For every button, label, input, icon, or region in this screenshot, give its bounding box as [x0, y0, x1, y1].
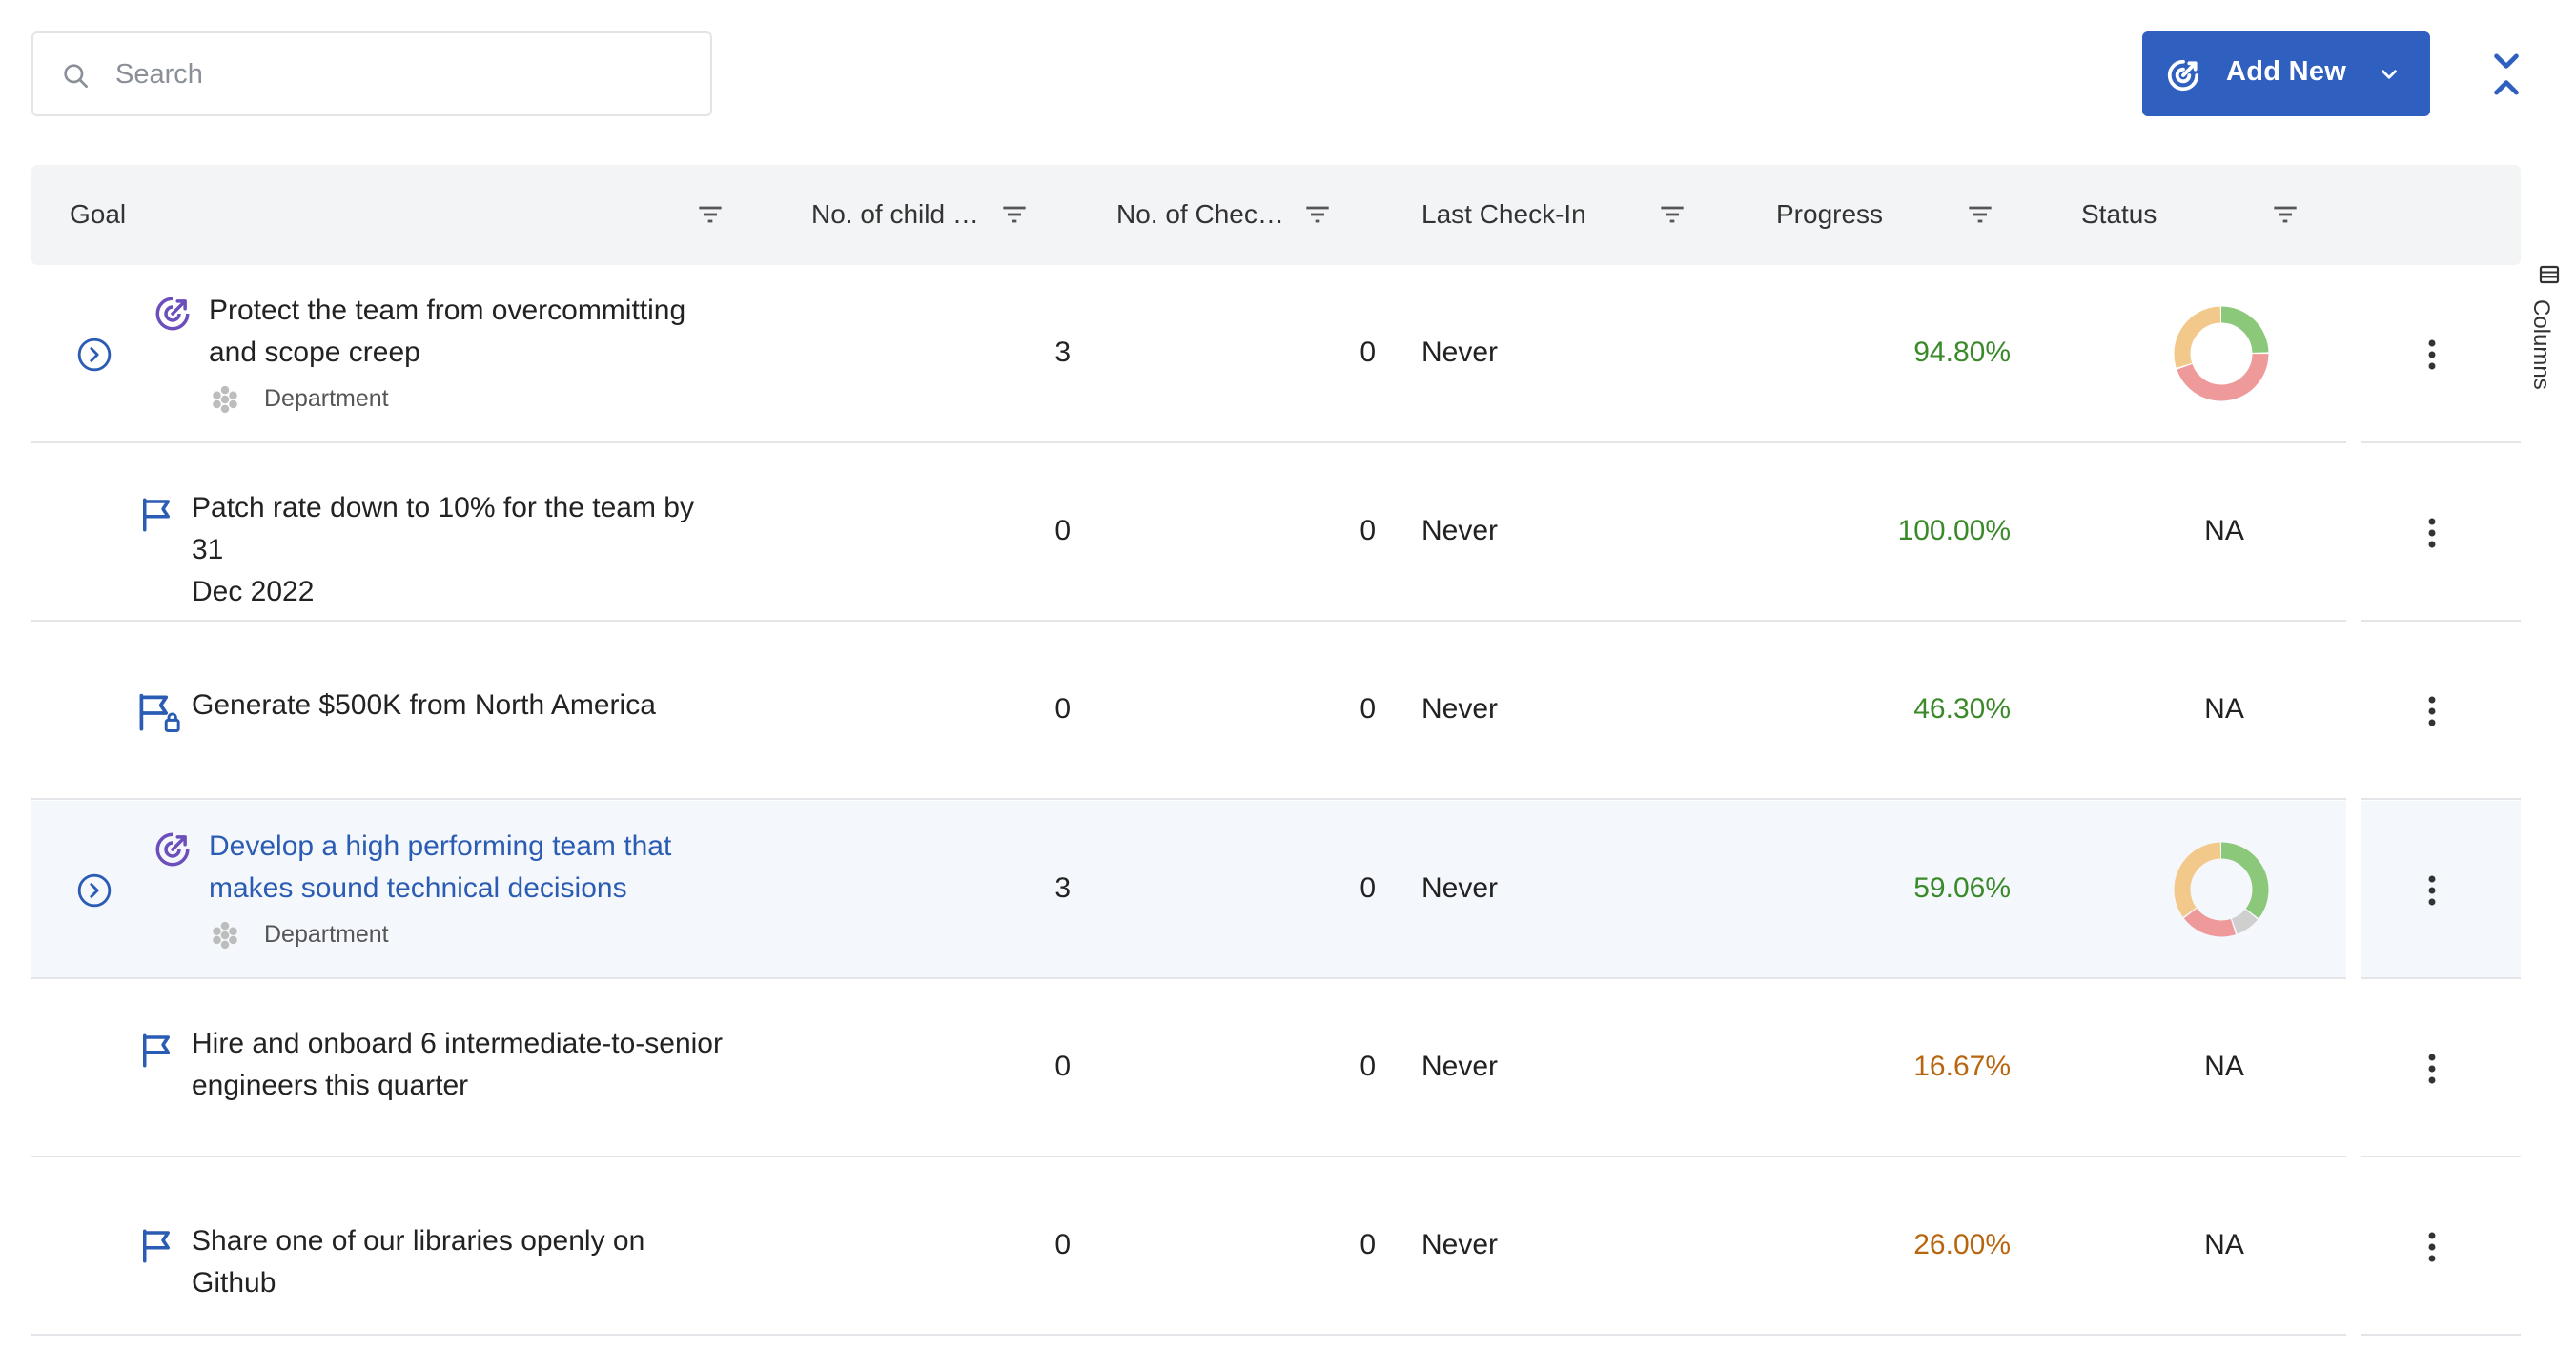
table-row[interactable]: Develop a high performing team that make… [31, 801, 2521, 979]
header-progress[interactable]: Progress [1776, 199, 1884, 229]
filter-icon[interactable] [697, 203, 724, 226]
status-text: NA [2204, 515, 2244, 546]
search-box[interactable] [31, 31, 712, 116]
row-menu-icon[interactable] [2423, 871, 2442, 910]
status-text: NA [2204, 693, 2244, 725]
flag-icon [143, 1229, 170, 1263]
table-row[interactable]: Hire and onboard 6 intermediate-to-senio… [31, 979, 2521, 1157]
child-count: 0 [1054, 515, 1071, 546]
table-row[interactable]: Patch rate down to 10% for the team by 3… [31, 443, 2521, 622]
collapse-all-icon[interactable] [2486, 50, 2526, 99]
columns-tab-label: Columns [2528, 299, 2554, 390]
goal-title[interactable]: Patch rate down to 10% for the team by 3… [192, 492, 694, 607]
goal-title[interactable]: Generate $500K from North America [192, 689, 656, 721]
table-header: Goal No. of child … No. of Chec… Last Ch… [31, 165, 2521, 265]
search-input[interactable] [115, 52, 687, 96]
filter-icon[interactable] [1967, 203, 1993, 226]
table-row[interactable]: Share one of our libraries openly on Git… [31, 1157, 2521, 1336]
donut-segment-green[interactable] [2174, 842, 2269, 937]
checkin-count: 0 [1360, 693, 1376, 725]
child-count: 0 [1054, 693, 1071, 725]
donut-segment-green[interactable] [2174, 306, 2269, 401]
progress-value: 26.00% [1913, 1229, 2011, 1260]
row-menu-icon[interactable] [2423, 1050, 2442, 1088]
columns-icon [2539, 265, 2560, 284]
tag-label: Department [264, 921, 389, 948]
donut-segment-red[interactable] [2174, 842, 2269, 937]
last-checkin: Never [1421, 1229, 1499, 1260]
tag-label: Department [264, 385, 389, 412]
goal-target-icon [2167, 59, 2199, 92]
goal-title[interactable]: Protect the team from overcommitting and… [209, 295, 686, 368]
checkin-count: 0 [1360, 1051, 1376, 1082]
last-checkin: Never [1421, 337, 1499, 368]
table-row[interactable]: Generate $500K from North America 0 0 Ne… [31, 622, 2521, 800]
chevron-down-icon[interactable] [2377, 64, 2402, 85]
add-new-label: Add New [2226, 56, 2347, 87]
flag-icon [143, 1033, 170, 1068]
row-menu-icon[interactable] [2423, 336, 2442, 374]
status-donut-chart[interactable] [2174, 306, 2269, 401]
status-donut-chart[interactable] [2174, 842, 2269, 937]
columns-panel-tab[interactable]: Columns [2528, 259, 2570, 412]
child-count: 0 [1054, 1051, 1071, 1082]
goal-title[interactable]: Share one of our libraries openly on Git… [192, 1225, 645, 1299]
locked-flag-icon [139, 693, 180, 732]
checkin-count: 0 [1360, 337, 1376, 368]
donut-segment-orange[interactable] [2174, 306, 2269, 401]
objective-target-icon [155, 297, 190, 331]
header-goal[interactable]: Goal [70, 199, 127, 229]
last-checkin: Never [1421, 515, 1499, 546]
last-checkin: Never [1421, 872, 1499, 904]
row-menu-icon[interactable] [2423, 692, 2442, 730]
search-icon [64, 64, 88, 88]
progress-value: 94.80% [1913, 337, 2011, 368]
child-count: 3 [1054, 337, 1071, 368]
filter-icon[interactable] [1659, 203, 1686, 226]
department-icon [213, 385, 237, 414]
filter-icon[interactable] [1304, 203, 1331, 226]
department-icon [213, 921, 237, 950]
objective-target-icon [155, 832, 190, 867]
header-status[interactable]: Status [2081, 199, 2157, 229]
last-checkin: Never [1421, 1051, 1499, 1082]
last-checkin: Never [1421, 693, 1499, 725]
table-row[interactable]: Protect the team from overcommitting and… [31, 265, 2521, 443]
goal-title[interactable]: Hire and onboard 6 intermediate-to-senio… [192, 1028, 723, 1101]
expand-row-icon[interactable] [76, 872, 112, 909]
donut-segment-red[interactable] [2174, 306, 2269, 401]
filter-icon[interactable] [1001, 203, 1028, 226]
progress-value: 59.06% [1913, 872, 2011, 904]
progress-value: 46.30% [1913, 693, 2011, 725]
status-text: NA [2204, 1229, 2244, 1260]
header-checkins[interactable]: No. of Chec… [1116, 199, 1284, 229]
expand-row-icon[interactable] [76, 337, 112, 373]
header-last-checkin[interactable]: Last Check-In [1421, 199, 1586, 229]
progress-value: 16.67% [1913, 1051, 2011, 1082]
checkin-count: 0 [1360, 872, 1376, 904]
add-new-button[interactable]: Add New [2142, 31, 2430, 116]
flag-icon [143, 498, 170, 532]
filter-icon[interactable] [2272, 203, 2299, 226]
child-count: 3 [1054, 872, 1071, 904]
header-children[interactable]: No. of child … [811, 199, 979, 229]
child-count: 0 [1054, 1229, 1071, 1260]
status-text: NA [2204, 1051, 2244, 1082]
checkin-count: 0 [1360, 1229, 1376, 1260]
progress-value: 100.00% [1897, 515, 2011, 546]
row-menu-icon[interactable] [2423, 1228, 2442, 1266]
goal-title-link[interactable]: Develop a high performing team that make… [209, 830, 672, 904]
checkin-count: 0 [1360, 515, 1376, 546]
donut-segment-orange[interactable] [2174, 842, 2269, 937]
row-menu-icon[interactable] [2423, 514, 2442, 552]
